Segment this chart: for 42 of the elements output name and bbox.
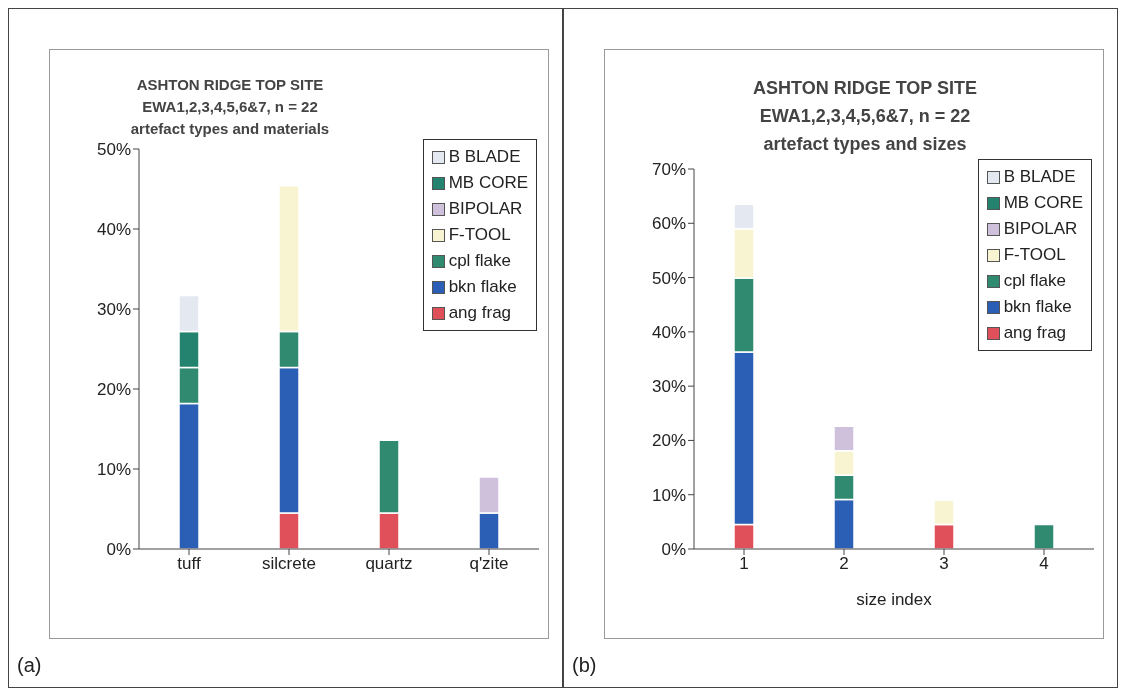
legend-label: F-TOOL: [1003, 245, 1066, 265]
y-tick-label: 50%: [651, 268, 686, 288]
y-tick-label: 50%: [96, 140, 131, 160]
y-tick-label: 60%: [651, 214, 686, 234]
x-tick-label: q'zite: [469, 554, 509, 574]
legend-label: B BLADE: [448, 147, 521, 167]
legend-label: F-TOOL: [448, 225, 511, 245]
x-tick-label: quartz: [365, 554, 413, 574]
y-tick-label: 70%: [651, 160, 686, 180]
legend-label: BIPOLAR: [448, 199, 523, 219]
chart-title: ASHTON RIDGE TOP SITE EWA1,2,3,4,5,6&7, n = 22 artefact types and materials: [129, 75, 331, 139]
bar: [1033, 523, 1055, 549]
y-tick-label: 0%: [106, 540, 131, 560]
legend-label: ang frag: [1003, 323, 1067, 343]
chart-title: ASHTON RIDGE TOP SITE EWA1,2,3,4,5,6&7, n = 22 artefact types and sizes: [751, 77, 978, 156]
y-tick-label: 30%: [651, 377, 686, 397]
legend-label: cpl flake: [1003, 271, 1067, 291]
y-tick-label: 40%: [96, 220, 131, 240]
text: (b): [572, 654, 597, 677]
y-tick-label: 20%: [651, 431, 686, 451]
y-tick-label: 0%: [661, 540, 686, 560]
legend-label: bkn flake: [448, 277, 517, 297]
legend-label: MB CORE: [1003, 193, 1083, 213]
y-tick-label: 30%: [96, 300, 131, 320]
legend-label: cpl flake: [448, 251, 512, 271]
legend-label: B BLADE: [1003, 167, 1076, 187]
legend-label: MB CORE: [448, 173, 528, 193]
x-tick-label: silcrete: [262, 554, 316, 574]
y-tick-label: 40%: [651, 322, 686, 342]
x-tick-label: 4: [1039, 554, 1049, 574]
legend-label: BIPOLAR: [1003, 219, 1078, 239]
legend-label: bkn flake: [1003, 297, 1072, 317]
text: (a): [17, 654, 42, 677]
x-tick-label: 2: [839, 554, 849, 574]
y-tick-label: 10%: [96, 460, 131, 480]
x-tick-label: 1: [739, 554, 749, 574]
legend-label: ang frag: [448, 303, 512, 323]
x-axis-title: size index: [856, 590, 933, 609]
x-tick-label: 3: [939, 554, 949, 574]
y-tick-label: 10%: [651, 485, 686, 505]
x-tick-label: tuff: [177, 554, 201, 574]
y-tick-label: 20%: [96, 380, 131, 400]
